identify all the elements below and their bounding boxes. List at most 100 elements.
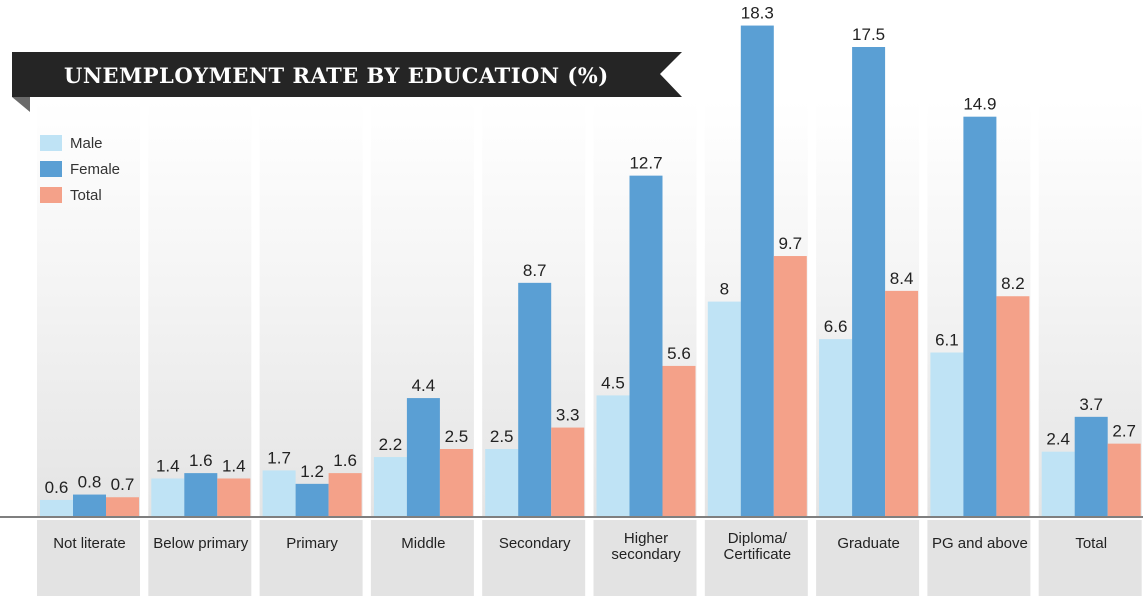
value-label-primary-total: 1.6: [333, 451, 357, 470]
bar-not-literate-male: [40, 499, 73, 516]
bar-not-literate-total: [106, 497, 139, 516]
bar-secondary-female: [518, 282, 552, 516]
category-label-higher-secondary-line-2: secondary: [611, 546, 681, 563]
bars: [0, 25, 1143, 518]
value-label-not-literate-male: 0.6: [45, 478, 69, 497]
chart-title: UNEMPLOYMENT RATE BY EDUCATION (%): [64, 63, 609, 88]
value-label-higher-secondary-total: 5.6: [667, 344, 691, 363]
value-label-higher-secondary-female: 12.7: [629, 154, 662, 173]
bar-graduate-total: [885, 290, 919, 516]
bar-total-male: [1041, 451, 1075, 516]
value-label-pg-and-above-total: 8.2: [1001, 274, 1025, 293]
label-bg-primary: [259, 520, 363, 596]
bar-below-primary-total: [217, 478, 251, 516]
value-label-secondary-total: 3.3: [556, 406, 580, 425]
category-label-higher-secondary-line-1: Higher: [624, 530, 668, 547]
bar-secondary-male: [485, 449, 519, 516]
value-label-primary-male: 1.7: [267, 448, 291, 467]
label-bg-total: [1038, 520, 1142, 596]
bar-total-total: [1107, 443, 1141, 516]
value-label-middle-female: 4.4: [412, 376, 436, 395]
bar-diploma-certificate-total: [773, 256, 807, 516]
bar-middle-male: [373, 457, 407, 516]
value-label-secondary-female: 8.7: [523, 261, 547, 280]
category-label-diploma-certificate-line-2: Certificate: [724, 546, 792, 563]
title-banner-fold: [12, 97, 30, 112]
title-banner: UNEMPLOYMENT RATE BY EDUCATION (%): [12, 52, 682, 112]
bar-higher-secondary-male: [596, 395, 630, 516]
bar-middle-total: [439, 449, 473, 516]
title-banner-shape: [12, 52, 682, 97]
bar-below-primary-female: [184, 473, 218, 516]
value-label-primary-female: 1.2: [300, 462, 324, 481]
value-label-diploma-certificate-male: 8: [720, 280, 729, 299]
legend-swatch-female: [40, 161, 62, 177]
legend: Male Female Total: [40, 135, 120, 204]
category-label-diploma-certificate-line-1: Diploma/: [728, 530, 788, 547]
value-label-graduate-female: 17.5: [852, 25, 885, 44]
label-bg-higher-secondary: [593, 520, 697, 596]
bar-primary-male: [262, 470, 296, 516]
bar-graduate-male: [819, 339, 853, 516]
bar-pg-and-above-total: [996, 296, 1030, 516]
value-label-diploma-certificate-total: 9.7: [778, 234, 802, 253]
value-label-middle-total: 2.5: [445, 427, 469, 446]
category-label-middle: Middle: [401, 535, 445, 552]
bar-middle-female: [406, 398, 440, 516]
legend-swatch-male: [40, 135, 62, 151]
value-label-middle-male: 2.2: [379, 435, 403, 454]
category-label-total: Total: [1075, 535, 1107, 552]
value-label-below-primary-female: 1.6: [189, 451, 213, 470]
legend-swatch-total: [40, 187, 62, 203]
label-bg-pg-and-above: [927, 520, 1031, 596]
category-label-pg-and-above: PG and above: [932, 535, 1028, 552]
value-label-higher-secondary-male: 4.5: [601, 373, 625, 392]
bar-diploma-certificate-male: [707, 301, 741, 516]
legend-label-female: Female: [70, 161, 120, 178]
value-label-diploma-certificate-female: 18.3: [741, 4, 774, 23]
bar-primary-total: [328, 473, 362, 516]
category-label-below-primary: Below primary: [153, 535, 249, 552]
label-bg-middle: [370, 520, 474, 596]
value-label-below-primary-male: 1.4: [156, 456, 180, 475]
bar-total-female: [1074, 416, 1108, 516]
value-label-pg-and-above-female: 14.9: [963, 95, 996, 114]
bar-pg-and-above-female: [963, 116, 997, 517]
value-label-graduate-total: 8.4: [890, 269, 914, 288]
legend-label-male: Male: [70, 135, 103, 152]
bar-diploma-certificate-female: [740, 25, 774, 517]
value-label-total-male: 2.4: [1046, 430, 1070, 449]
category-label-secondary: Secondary: [499, 535, 571, 552]
value-label-secondary-male: 2.5: [490, 427, 514, 446]
value-labels: 0.6 0.8 0.7 1.4 1.6 1.4 1.7 1.2 1.6 2.2 4.4 2.5 2.5 8…: [45, 4, 1136, 497]
category-label-graduate: Graduate: [837, 535, 900, 552]
label-bg-secondary: [482, 520, 586, 596]
value-label-graduate-male: 6.6: [824, 317, 848, 336]
bar-not-literate-female: [73, 494, 106, 516]
category-label-not-literate: Not literate: [53, 535, 126, 552]
column-bg-primary: [259, 100, 363, 516]
value-label-not-literate-total: 0.7: [111, 475, 135, 494]
value-label-not-literate-female: 0.8: [78, 473, 102, 492]
value-label-below-primary-total: 1.4: [222, 456, 246, 475]
label-bg-not-literate: [37, 520, 140, 596]
label-bg-diploma-certificate: [704, 520, 808, 596]
bar-primary-female: [295, 483, 329, 516]
label-bg-below-primary: [148, 520, 252, 596]
category-label-primary: Primary: [286, 535, 338, 552]
bar-higher-secondary-total: [662, 365, 696, 516]
value-label-total-total: 2.7: [1112, 422, 1136, 441]
column-bg-below-primary: [148, 100, 252, 516]
bar-higher-secondary-female: [629, 175, 663, 516]
category-labels: Not literate Below primary Primary Middle Se…: [53, 530, 1107, 563]
legend-label-total: Total: [70, 187, 102, 204]
bar-pg-and-above-male: [930, 352, 964, 516]
value-label-pg-and-above-male: 6.1: [935, 331, 959, 350]
label-bg-graduate: [816, 520, 920, 596]
bar-graduate-female: [852, 47, 886, 516]
bar-secondary-total: [551, 427, 585, 516]
bar-below-primary-male: [151, 478, 185, 516]
value-label-total-female: 3.7: [1079, 395, 1103, 414]
